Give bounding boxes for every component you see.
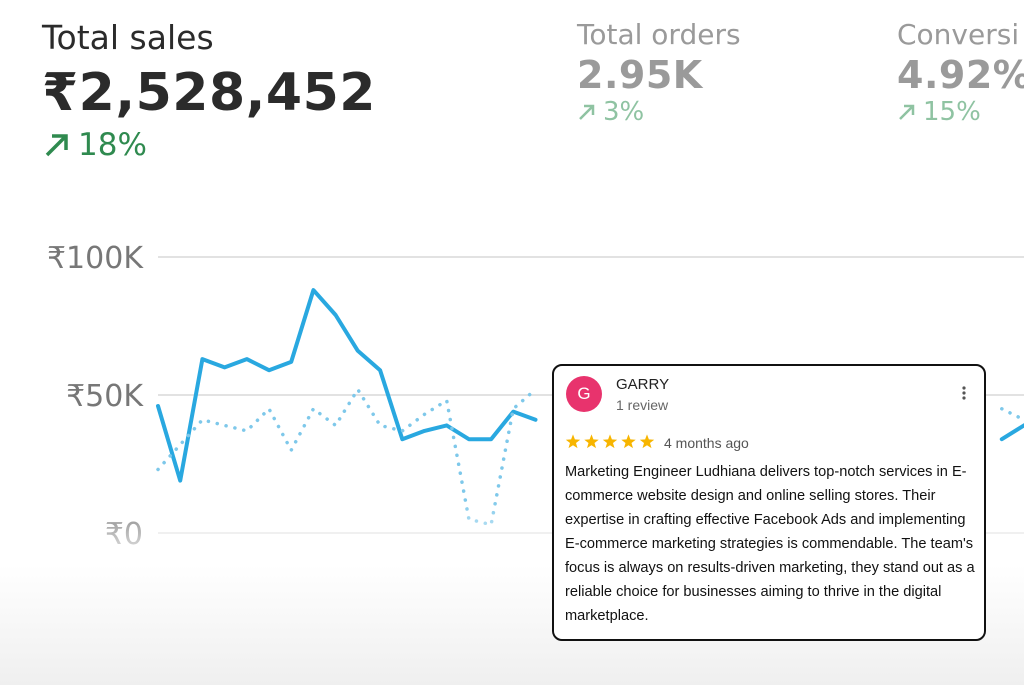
star <box>584 434 599 449</box>
metric-change: 15% <box>897 97 1024 127</box>
metric: Total sales ₹2,528,452 18% <box>42 18 376 163</box>
metric: Conversi 4.92% 15% <box>897 18 1024 127</box>
metric-change: 18% <box>42 127 376 163</box>
metric-label: Total sales <box>42 18 214 57</box>
arrow-icon <box>45 134 68 157</box>
star <box>602 434 618 449</box>
y-tick-label: ₹50K <box>66 379 144 414</box>
series-line <box>156 288 1024 483</box>
metric: Total orders 2.95K 3% <box>577 18 741 127</box>
menu-button[interactable] <box>962 386 966 400</box>
metric-value: 4.92% <box>897 53 1024 97</box>
avatar: G <box>566 376 602 412</box>
star <box>565 434 581 449</box>
rating-stars <box>565 434 655 449</box>
reviewer-name: GARRY <box>616 376 670 393</box>
review-time: 4 months ago <box>664 435 749 451</box>
metric-change-text: 15% <box>923 97 981 127</box>
review-count: 1 review <box>616 397 669 413</box>
arrow-icon <box>579 104 595 120</box>
star <box>621 434 636 449</box>
metric-label: Total orders <box>577 18 741 51</box>
review-text: Marketing Engineer Ludhiana delivers top… <box>565 464 975 624</box>
metric-value: ₹2,528,452 <box>42 63 376 123</box>
metric-change: 3% <box>577 97 741 127</box>
y-tick-label: ₹100K <box>47 241 144 276</box>
arrow-icon <box>899 104 915 120</box>
star <box>639 434 655 449</box>
review-card: G GARRY 1 review 4 months ago Marketing … <box>552 364 986 641</box>
metric-label: Conversi <box>897 18 1020 51</box>
metric-value: 2.95K <box>577 53 703 97</box>
metric-change-text: 3% <box>603 97 645 127</box>
metric-change-text: 18% <box>78 127 147 163</box>
